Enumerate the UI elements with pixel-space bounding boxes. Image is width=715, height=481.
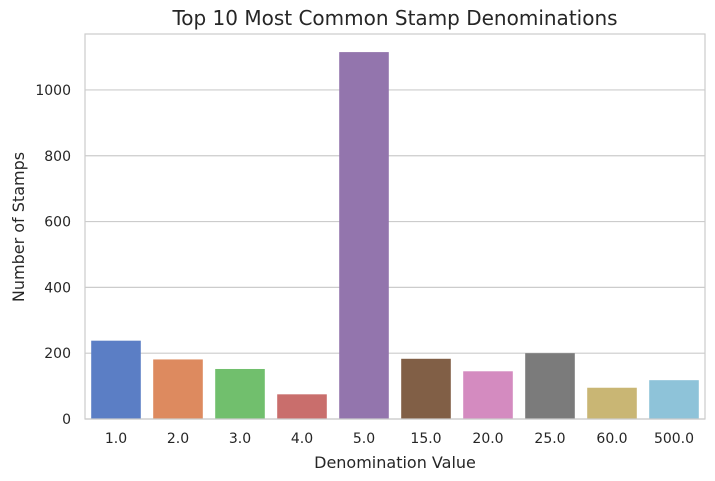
x-tick-label: 2.0 xyxy=(167,431,189,447)
x-tick-labels: 1.0 2.0 3.0 4.0 5.0 15.0 20.0 25.0 60.0 500.0 xyxy=(105,431,694,447)
x-tick-label: 25.0 xyxy=(534,431,565,447)
x-tick-label: 20.0 xyxy=(472,431,503,447)
x-tick-label: 3.0 xyxy=(229,431,251,447)
x-tick-label: 5.0 xyxy=(353,431,375,447)
bar xyxy=(339,52,389,419)
bar xyxy=(277,394,327,419)
bar xyxy=(215,368,265,419)
bar xyxy=(91,340,141,419)
y-tick-label: 200 xyxy=(44,346,71,362)
y-tick-label: 0 xyxy=(62,412,71,428)
x-axis-label: Denomination Value xyxy=(314,453,476,472)
y-tick-label: 1000 xyxy=(35,83,71,99)
bar xyxy=(401,358,451,419)
bar xyxy=(463,371,513,419)
chart-title: Top 10 Most Common Stamp Denominations xyxy=(171,6,617,30)
y-tick-labels: 0 200 400 600 800 1000 xyxy=(35,83,71,428)
bar xyxy=(153,359,203,419)
y-tick-label: 400 xyxy=(44,280,71,296)
plot-frame xyxy=(84,33,706,420)
x-tick-label: 60.0 xyxy=(596,431,627,447)
axes-frame xyxy=(84,33,706,420)
bars xyxy=(91,52,699,419)
bar xyxy=(525,353,575,419)
x-tick-label: 500.0 xyxy=(654,431,694,447)
y-tick-label: 800 xyxy=(44,149,71,165)
bar xyxy=(649,380,699,419)
x-tick-label: 1.0 xyxy=(105,431,127,447)
y-axis-label: Number of Stamps xyxy=(9,152,28,302)
x-tick-label: 15.0 xyxy=(410,431,441,447)
x-tick-label: 4.0 xyxy=(291,431,313,447)
y-tick-label: 600 xyxy=(44,215,71,231)
bar xyxy=(587,387,637,419)
